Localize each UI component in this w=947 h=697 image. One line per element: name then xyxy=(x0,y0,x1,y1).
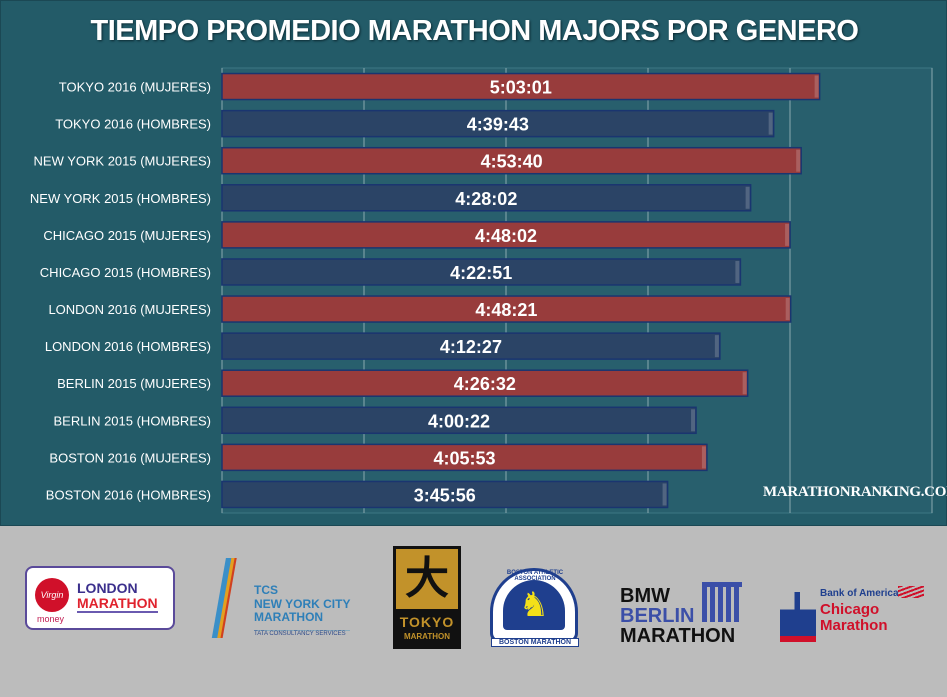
skyline-icon xyxy=(780,592,816,642)
data-label: 4:26:32 xyxy=(454,374,516,394)
category-label: NEW YORK 2015 (HOMBRES) xyxy=(30,191,211,206)
bar xyxy=(221,369,749,397)
kanji-icon: 大 xyxy=(396,549,458,609)
bar xyxy=(221,332,721,360)
logo-text: Chicago xyxy=(820,601,880,618)
bar xyxy=(221,443,708,472)
category-label: LONDON 2016 (HOMBRES) xyxy=(45,339,211,354)
bar-bevel xyxy=(796,149,801,172)
bar-bevel xyxy=(814,75,819,98)
boston-marathon-logo: BOSTON ATHLETIC ASSOCIATION ♞ BOSTON MAR… xyxy=(487,568,583,652)
bar xyxy=(221,406,697,435)
bar xyxy=(221,480,669,509)
category-label: BERLIN 2015 (HOMBRES) xyxy=(54,413,212,428)
berlin-marathon-logo: BMW BERLIN MARATHON xyxy=(620,578,745,648)
bar-bevel xyxy=(714,335,719,358)
tokyo-marathon-logo: 大 TOKYO MARATHON xyxy=(393,546,461,649)
bar xyxy=(221,258,742,286)
bar-bevel xyxy=(785,223,790,246)
plot-area xyxy=(221,67,933,514)
watermark: MARATHONRANKING.COM xyxy=(763,484,947,500)
data-label: 4:05:53 xyxy=(433,448,495,468)
data-label: 4:22:51 xyxy=(450,263,512,283)
category-label: CHICAGO 2015 (MUJERES) xyxy=(43,228,211,243)
logo-text: BOSTON ATHLETIC ASSOCIATION xyxy=(506,570,564,582)
category-label: CHICAGO 2015 (HOMBRES) xyxy=(40,265,211,280)
bar-bevel xyxy=(785,298,790,321)
data-label: 5:03:01 xyxy=(490,78,552,98)
bar xyxy=(221,221,791,249)
bar-chart: TOKYO 2016 (MUJERES) 5:03:01 TOKYO 2016 (H… xyxy=(30,67,933,514)
logo-text: Marathon xyxy=(820,617,888,634)
bar xyxy=(221,184,752,212)
bar xyxy=(221,295,792,323)
logo-text: money xyxy=(37,614,65,624)
bar-bevel xyxy=(701,446,706,469)
data-label: 4:28:02 xyxy=(455,189,517,209)
chicago-marathon-logo: Bank of America Chicago Marathon xyxy=(780,584,930,644)
logo-text: Bank of America xyxy=(820,588,899,599)
category-label: BOSTON 2016 (HOMBRES) xyxy=(46,487,211,502)
bar-bevel xyxy=(742,372,747,395)
data-label: 4:48:02 xyxy=(475,226,537,246)
data-label: 4:39:43 xyxy=(467,115,529,135)
bar xyxy=(221,72,821,101)
logo-text: MARATHON xyxy=(620,625,736,647)
logo-text: TATA CONSULTANCY SERVICES xyxy=(254,630,350,637)
logo-text: LONDON xyxy=(77,580,138,596)
bar xyxy=(221,146,802,175)
logo-text: MARATHON xyxy=(77,595,158,613)
chart-title: TIEMPO PROMEDIO MARATHON MAJORS POR GENE… xyxy=(90,15,859,47)
category-label: NEW YORK 2015 (MUJERES) xyxy=(34,154,211,169)
london-marathon-logo: Virgin LONDON MARATHON money xyxy=(25,566,175,630)
bar-bevel xyxy=(662,483,667,506)
nyc-marathon-logo: TCS NEW YORK CITY MARATHON TATA CONSULTA… xyxy=(200,558,360,643)
data-label: 3:45:56 xyxy=(414,485,476,505)
statue-of-liberty-icon xyxy=(204,558,244,638)
unicorn-icon: ♞ xyxy=(503,580,565,630)
logo-text: TCS xyxy=(254,583,278,597)
data-label: 4:12:27 xyxy=(440,337,502,357)
flag-icon xyxy=(898,586,924,598)
bar-bevel xyxy=(745,186,750,209)
category-label: LONDON 2016 (MUJERES) xyxy=(48,302,211,317)
data-label: 4:53:40 xyxy=(481,152,543,172)
logo-text: BOSTON MARATHON xyxy=(491,638,579,647)
logo-text: BMW xyxy=(620,585,670,607)
category-label: BOSTON 2016 (MUJERES) xyxy=(49,450,211,465)
brandenburg-gate-icon xyxy=(702,582,742,622)
logo-text: TOKYO xyxy=(399,614,455,630)
chart-panel: TIEMPO PROMEDIO MARATHON MAJORS POR GENE… xyxy=(0,0,947,526)
bar-bevel xyxy=(735,260,740,283)
bar xyxy=(221,109,775,138)
data-label: 4:00:22 xyxy=(428,411,490,431)
logo-text: MARATHON xyxy=(403,632,451,641)
logo-text: BERLIN xyxy=(620,605,695,627)
data-label: 4:48:21 xyxy=(475,300,537,320)
bar-bevel xyxy=(691,409,696,432)
logo-text: MARATHON xyxy=(254,610,324,624)
logo-text: NEW YORK CITY xyxy=(254,597,351,611)
virgin-badge: Virgin xyxy=(35,578,69,612)
category-label: TOKYO 2016 (MUJERES) xyxy=(59,80,211,95)
category-label: TOKYO 2016 (HOMBRES) xyxy=(55,117,211,132)
bar-bevel xyxy=(768,112,773,135)
category-label: BERLIN 2015 (MUJERES) xyxy=(57,376,211,391)
